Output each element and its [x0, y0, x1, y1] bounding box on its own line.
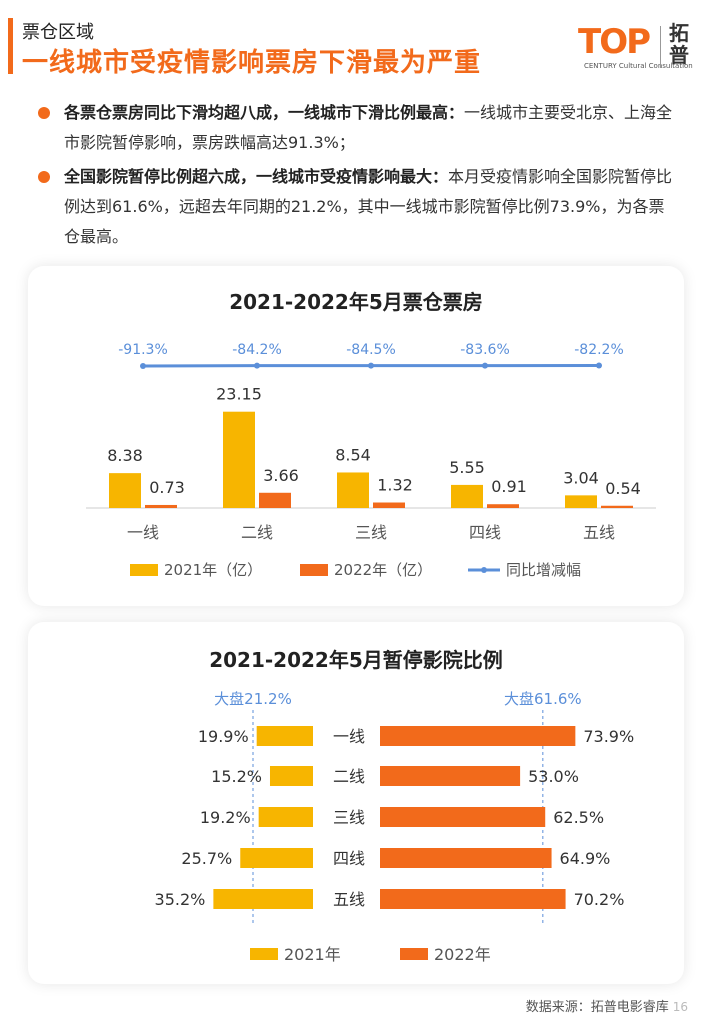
bar-label-2021: 35.2% [155, 890, 206, 909]
bar-2022 [145, 504, 177, 508]
legend-point-growth [481, 567, 487, 573]
bar-2022 [487, 504, 519, 508]
legend-swatch-2021 [130, 564, 158, 576]
bar-label-2021: 15.2% [211, 767, 262, 786]
growth-point [482, 362, 488, 369]
bar-label-2021: 25.7% [181, 849, 232, 868]
bar-label-2022: 1.32 [377, 476, 413, 495]
x-tick-label: 二线 [241, 523, 273, 542]
growth-label: -83.6% [460, 342, 510, 358]
bar-2022 [380, 726, 576, 746]
x-tick-label: 五线 [583, 523, 615, 542]
logo-cn: 拓普 [669, 21, 689, 67]
footer: 数据来源：拓普电影睿库 16 [526, 996, 688, 1015]
box-office-chart: -91.3% -84.2% -84.5% -83.6% -82.2% 8.38 0.73 一线… [86, 342, 656, 579]
logo-divider [660, 26, 661, 68]
legend-label-growth: 同比增减幅 [506, 561, 581, 579]
bar-2021 [109, 473, 141, 508]
bullet-lead: 各票仓票房同比下滑均超八成，一线城市下滑比例最高： [64, 103, 465, 122]
bullet-lead: 全国影院暂停比例超六成，一线城市受疫情影响最大： [64, 167, 449, 186]
bar-label-2021: 19.2% [200, 808, 251, 827]
page-number: 16 [672, 1000, 688, 1014]
bar-2021 [223, 411, 255, 508]
x-tick-label: 一线 [127, 523, 159, 542]
growth-point [368, 362, 374, 369]
bar-label-2021: 3.04 [563, 468, 599, 487]
bar-2021 [213, 889, 313, 909]
bar-label-2022: 64.9% [560, 849, 611, 868]
bar-label-2022: 53.0% [528, 767, 579, 786]
bar-2022 [601, 505, 633, 508]
growth-point [140, 363, 146, 369]
closure-chart: 大盘21.2% 大盘61.6% 19.9% 73.9% 一线 15.2% 53.0% 二线 19… [155, 690, 635, 964]
growth-label: -84.5% [346, 342, 396, 358]
bullet-item: 全国影院暂停比例超六成，一线城市受疫情影响最大：本月受疫情影响全国影院暂停比例达… [38, 162, 678, 252]
bullet-dot-icon [38, 171, 50, 183]
bar-2022 [259, 492, 291, 508]
page-title: 一线城市受疫情影响票房下滑最为严重 [22, 48, 482, 78]
logo-mark: TOP [578, 22, 651, 62]
bar-label-2021: 23.15 [216, 385, 262, 404]
legend-swatch-2021 [250, 948, 278, 960]
bar-label-2021: 19.9% [198, 727, 249, 746]
summary-bullets: 各票仓票房同比下滑均超八成，一线城市下滑比例最高：一线城市主要受北京、上海全市影… [38, 98, 678, 256]
bar-2022 [380, 766, 521, 786]
bar-label-2022: 73.9% [583, 727, 634, 746]
section-tag: 票仓区域 [22, 22, 94, 43]
bar-label-2021: 5.55 [449, 458, 485, 477]
bar-label-2022: 62.5% [553, 808, 604, 827]
logo-subtitle: CENTURY Cultural Consultation [584, 62, 693, 70]
bar-label-2021: 8.54 [335, 445, 371, 464]
bullet-dot-icon [38, 107, 50, 119]
category-label: 五线 [333, 890, 365, 909]
bar-2021 [240, 848, 313, 868]
bar-2021 [337, 472, 369, 508]
bar-2021 [269, 766, 313, 786]
bar-label-2022: 70.2% [574, 890, 625, 909]
category-label: 一线 [333, 727, 365, 746]
category-label: 二线 [333, 767, 365, 786]
bar-label-2022: 0.73 [149, 478, 185, 497]
bar-2021 [256, 726, 313, 746]
bar-2022 [373, 502, 405, 508]
box-office-chart-card: 2021-2022年5月票仓票房 -91.3% -84.2% -84.5% -83.6… [28, 266, 684, 606]
growth-label: -82.2% [574, 342, 624, 358]
growth-point [596, 362, 602, 369]
bullet-text: 一线城市主要受北京、上海全市影院暂停影响，票房跌幅高达91.3%； [64, 103, 673, 152]
bar-2022 [380, 889, 566, 909]
legend-label-2022: 2022年（亿） [334, 561, 432, 579]
legend-label-2022: 2022年 [434, 945, 491, 964]
bar-2021 [451, 484, 483, 508]
data-source: 数据来源：拓普电影睿库 [525, 1000, 669, 1015]
bullet-text: 本月受疫情影响全国影院暂停比例达到61.6%，远超去年同期的21.2%，其中一线… [64, 167, 673, 246]
chart-title: 2021-2022年5月票仓票房 [229, 290, 483, 314]
bar-2022 [380, 807, 546, 827]
legend-swatch-2022 [300, 564, 328, 576]
legend-label-2021: 2021年 [284, 945, 341, 964]
reference-label-2021: 大盘21.2% [214, 690, 292, 708]
growth-point [254, 362, 260, 369]
bar-label-2022: 0.54 [605, 479, 641, 498]
growth-label: -84.2% [232, 342, 282, 358]
x-tick-label: 三线 [355, 523, 387, 542]
bullet-item: 各票仓票房同比下滑均超八成，一线城市下滑比例最高：一线城市主要受北京、上海全市影… [38, 98, 678, 158]
category-label: 四线 [333, 849, 365, 868]
header-accent-bar [8, 18, 13, 74]
chart-title: 2021-2022年5月暂停影院比例 [209, 648, 503, 672]
legend-label-2021: 2021年（亿） [164, 561, 262, 579]
reference-label-2022: 大盘61.6% [504, 690, 582, 708]
bar-2021 [258, 807, 313, 827]
category-label: 三线 [333, 808, 365, 827]
bar-label-2021: 8.38 [107, 446, 143, 465]
brand-logo: TOP CENTURY Cultural Consultation 拓普 [578, 22, 696, 72]
bar-label-2022: 3.66 [263, 466, 299, 485]
bar-label-2022: 0.91 [491, 477, 527, 496]
closure-chart-card: 2021-2022年5月暂停影院比例 大盘21.2% 大盘61.6% 19.9% 73… [28, 622, 684, 984]
bar-2021 [565, 495, 597, 508]
bar-2022 [380, 848, 552, 868]
x-tick-label: 四线 [469, 523, 501, 542]
legend-swatch-2022 [400, 948, 428, 960]
growth-label: -91.3% [118, 342, 168, 358]
